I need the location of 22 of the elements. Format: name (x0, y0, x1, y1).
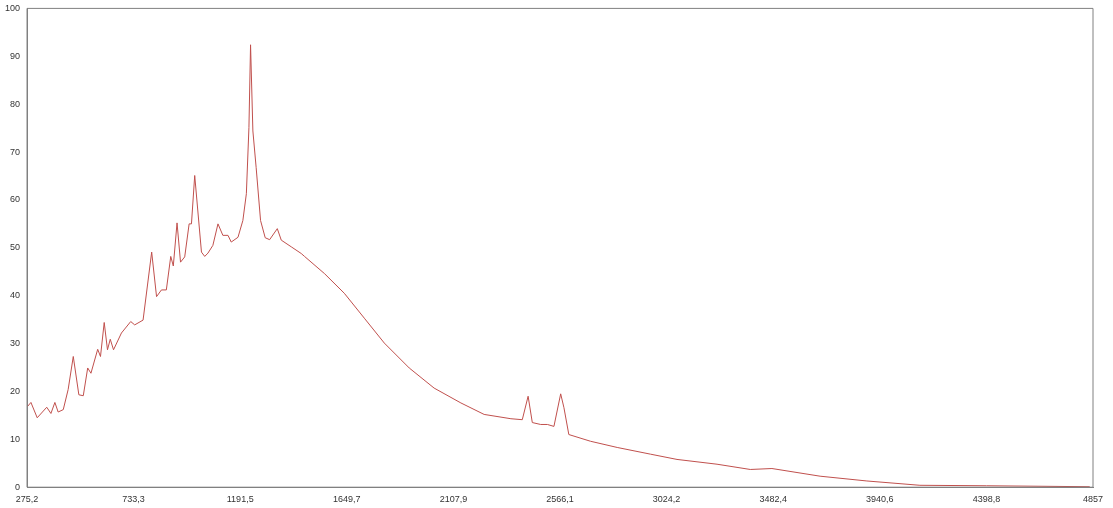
y-tick-label: 60 (10, 194, 21, 205)
y-tick-label: 50 (10, 242, 21, 253)
x-tick-label: 1649,7 (333, 494, 361, 505)
x-tick-label: 4857 (1082, 494, 1104, 505)
y-tick-label: 20 (10, 385, 21, 396)
x-tick-label: 3482,4 (759, 494, 787, 505)
x-tick-label: 2107,9 (439, 494, 468, 505)
x-tick-label: 4398,8 (972, 494, 1001, 505)
y-tick-label: 30 (10, 338, 21, 349)
y-tick-label: 70 (10, 146, 21, 157)
x-tick-label: 3940,6 (866, 494, 894, 505)
y-tick-label: 10 (10, 433, 21, 444)
y-tick-label: 40 (10, 290, 21, 301)
x-tick-label: 275,2 (15, 494, 39, 505)
x-tick-label: 3024,2 (652, 494, 681, 505)
x-tick-label: 1191,5 (226, 494, 254, 505)
x-tick-label: 733,3 (122, 494, 145, 505)
y-tick-label: 90 (10, 50, 21, 61)
y-tick-label: 80 (10, 98, 21, 109)
x-tick-label: 2566,1 (546, 494, 574, 505)
y-tick-label: 100 (4, 2, 21, 13)
y-tick-label: 0 (15, 481, 21, 492)
